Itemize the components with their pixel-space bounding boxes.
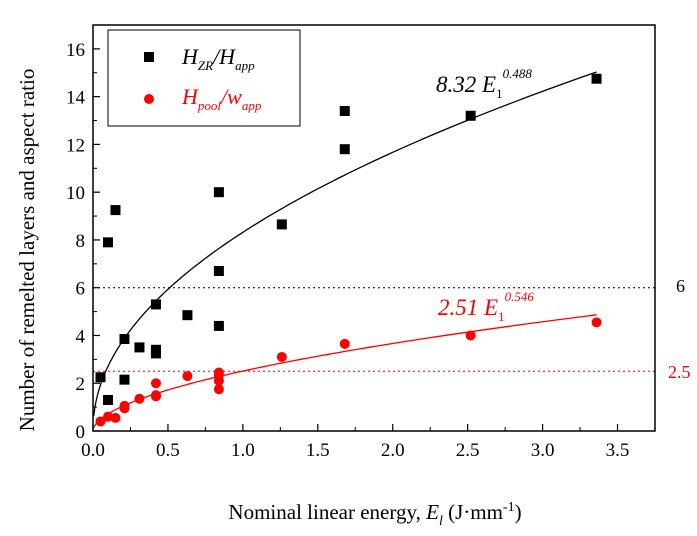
data-point-circle	[102, 411, 113, 422]
data-point-square	[150, 348, 161, 359]
y-tick-label: 16	[66, 40, 85, 61]
data-point-square	[213, 187, 224, 198]
fit-curve	[93, 71, 597, 417]
y-tick-label: 8	[76, 231, 86, 252]
data-point-square	[102, 237, 113, 248]
x-tick-label: 3.5	[606, 440, 630, 461]
x-axis-title: Nominal linear energy, El (J·mm-1)	[228, 500, 521, 529]
data-point-square	[182, 310, 193, 321]
data-point-circle	[119, 400, 130, 411]
data-point-square	[110, 205, 121, 216]
data-point-square	[591, 73, 602, 84]
data-point-square	[102, 394, 113, 405]
x-tick-label: 0.5	[156, 440, 180, 461]
y-tick-label: 2	[76, 374, 86, 395]
data-point-square	[95, 372, 106, 383]
y-axis-title: Number of remelted layers and aspect rat…	[15, 69, 39, 432]
data-point-square	[339, 105, 350, 116]
x-tick-label: 1.5	[306, 440, 330, 461]
data-point-circle	[150, 378, 161, 389]
data-point-circle	[134, 393, 145, 404]
data-point-square	[339, 144, 350, 155]
data-point-circle	[182, 371, 193, 382]
ref-label-2-5: 2.5	[668, 362, 691, 382]
legend-square-marker	[144, 52, 154, 62]
y-tick-label: 10	[66, 183, 85, 204]
data-point-square	[213, 265, 224, 276]
data-point-circle	[213, 384, 224, 395]
x-tick-label: 0.0	[81, 440, 105, 461]
data-point-square	[119, 334, 130, 345]
y-tick-label: 0	[76, 422, 86, 443]
data-point-circle	[339, 338, 350, 349]
data-point-circle	[150, 390, 161, 401]
legend-box	[107, 29, 301, 127]
data-point-square	[134, 342, 145, 353]
data-point-square	[276, 219, 287, 230]
ref-label-6: 6	[676, 276, 685, 296]
legend-circle-marker	[144, 94, 154, 104]
data-point-square	[150, 299, 161, 310]
data-point-circle	[591, 317, 602, 328]
y-tick-label: 12	[66, 135, 85, 156]
y-axis-ticks: 0 2 4 6 8 10 12 14 16	[66, 40, 100, 443]
data-point-circle	[110, 412, 121, 423]
data-point-circle	[95, 416, 106, 427]
data-point-square	[465, 110, 476, 121]
data-points	[95, 73, 602, 427]
x-tick-label: 1.0	[231, 440, 255, 461]
data-point-square	[213, 320, 224, 331]
legend-entry-0: HZR/Happ	[181, 44, 255, 73]
legend-entry-1: Hpool/wapp	[181, 84, 262, 113]
plot-frame	[92, 24, 656, 432]
fit-label-black: 8.32 E10.488	[436, 66, 532, 101]
data-point-square	[119, 374, 130, 385]
x-tick-label: 3.0	[531, 440, 555, 461]
x-tick-label: 2.0	[381, 440, 405, 461]
y-tick-label: 14	[66, 88, 86, 109]
legend: HZR/Happ Hpool/wapp	[107, 29, 301, 127]
reference-lines	[93, 287, 655, 372]
data-point-circle	[465, 330, 476, 341]
fit-label-red: 2.51 E10.546	[438, 289, 534, 324]
y-tick-label: 4	[76, 326, 86, 347]
x-tick-label: 2.5	[456, 440, 480, 461]
x-axis-ticks: 0.0 0.5 1.0 1.5 2.0 2.5 3.0 3.5	[81, 424, 629, 461]
data-point-circle	[213, 367, 224, 378]
y-tick-label: 6	[76, 279, 86, 300]
data-point-circle	[276, 351, 287, 362]
